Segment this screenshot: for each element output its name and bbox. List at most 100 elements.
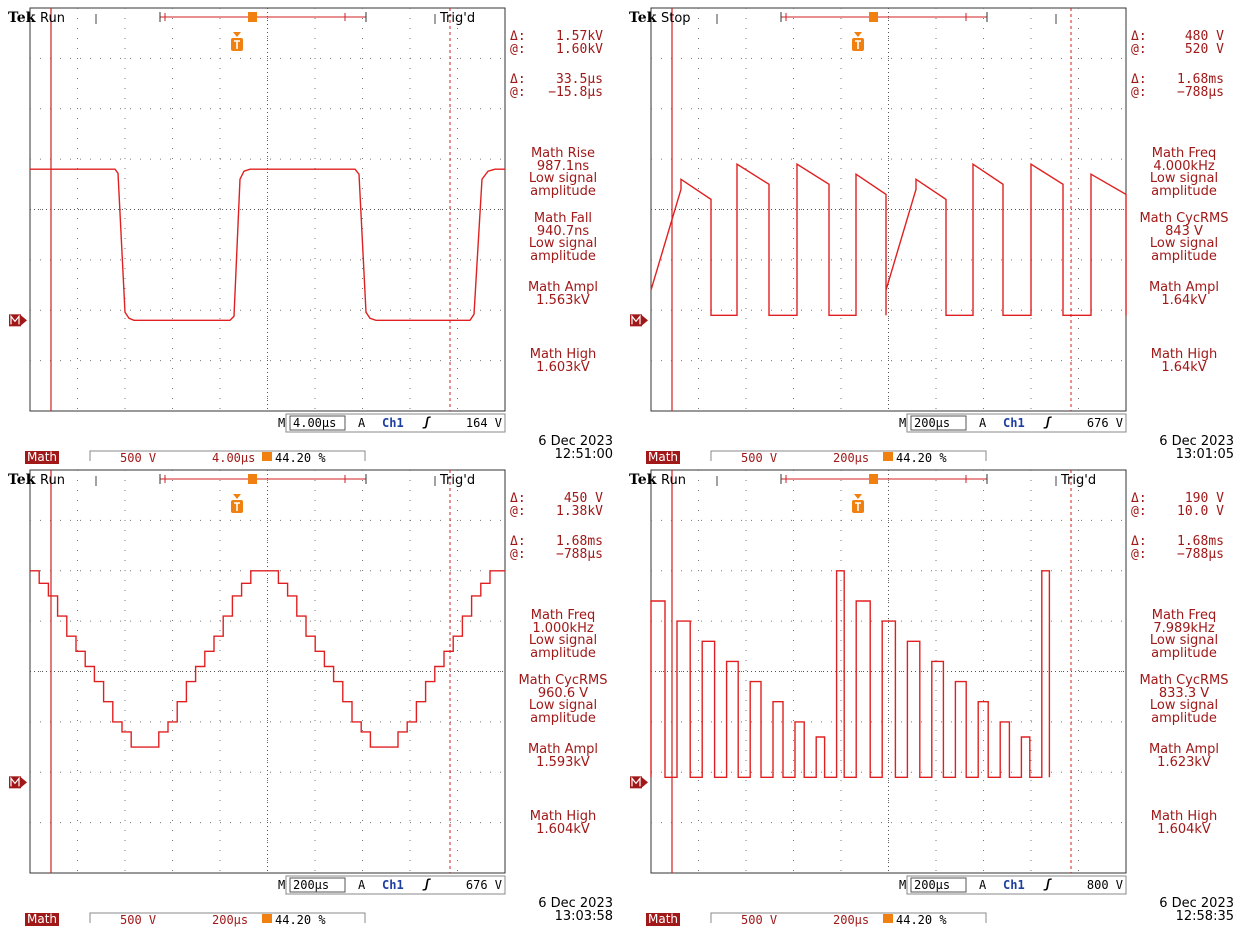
measurement-note1: Low signal: [528, 698, 598, 713]
measurement-head: Math Ampl: [527, 742, 599, 757]
math-horizontal-scale: 200µs: [833, 451, 870, 465]
trigger-marker-icon[interactable]: [231, 494, 243, 513]
trigger-source: Ch1: [1003, 878, 1025, 892]
time: 13:01:05: [1175, 447, 1234, 462]
measurement-note2: amplitude: [530, 710, 596, 726]
cursor-2-delta: 1.68ms: [556, 534, 603, 549]
cursor-1-at: 10.0 V: [1177, 504, 1224, 519]
math-channel-badge[interactable]: Math: [25, 450, 60, 464]
cursor-1-delta-label: Δ:: [510, 29, 526, 44]
measurement-0: Math Rise 987.1ns Low signal amplitude: [505, 147, 621, 198]
trigger-a-label: A: [358, 878, 366, 892]
trigger-position-icon: [869, 474, 878, 484]
cursor-2-at: −15.8µs: [548, 85, 603, 100]
measurement-value: 1.64kV: [1161, 292, 1207, 308]
timebase-value: 200µs: [293, 878, 330, 892]
math-ground-marker-icon[interactable]: [630, 776, 648, 789]
math-horizontal-scale: 4.00µs: [212, 451, 256, 465]
graticule: [630, 469, 1127, 923]
trigger-marker-icon[interactable]: [231, 32, 243, 51]
cursor-2-delta-label: Δ:: [510, 534, 526, 549]
trigger-marker-icon[interactable]: [852, 32, 864, 51]
measurement-head: Math Ampl: [1148, 280, 1220, 295]
cursor-2-delta: 1.68ms: [1177, 534, 1224, 549]
timebase-value: 200µs: [914, 878, 951, 892]
cursor-1-at-label: @:: [1131, 504, 1147, 519]
cursor-1-at-label: @:: [1131, 42, 1147, 57]
trigger-status: Trig'd: [440, 473, 476, 488]
cursor-2-delta: 33.5µs: [556, 72, 603, 87]
date: 6 Dec 2023: [538, 896, 613, 911]
trigger-position-percent: 44.20 %: [275, 451, 326, 465]
scope-screen-top-right: Tek Stop Δ: 480 V @: 520 V Δ: 1.68ms @: −788µs Mat…: [621, 0, 1242, 465]
math-status-box: [710, 450, 987, 461]
math-channel-badge[interactable]: Math: [25, 912, 60, 926]
brand-logo: Tek: [629, 472, 657, 488]
timebase-status-box: [285, 875, 506, 895]
math-ground-marker-icon[interactable]: [9, 314, 27, 327]
measurement-note2: amplitude: [1151, 645, 1217, 661]
timebase-m-label: M: [899, 878, 907, 892]
measurement-1: Math CycRMS 843 V Low signal amplitude: [1126, 212, 1242, 263]
record-view-bar: [780, 12, 988, 22]
brand-logo: Tek: [8, 10, 36, 26]
record-view-bar: [159, 474, 367, 484]
measurement-note1: Low signal: [1149, 171, 1219, 186]
trigger-position-percent: 44.20 %: [896, 451, 947, 465]
math-vertical-scale: 500 V: [120, 913, 157, 927]
math-vertical-scale: 500 V: [741, 913, 778, 927]
trigger-position-percent: 44.20 %: [275, 913, 326, 927]
cursor-1-delta: 1.57kV: [556, 29, 603, 44]
cursor-2-at: −788µs: [556, 547, 603, 562]
math-ground-marker-icon[interactable]: [9, 776, 27, 789]
measurement-2: Math Ampl 1.64kV: [1126, 280, 1242, 308]
measurement-0: Math Freq 7.989kHz Low signal amplitude: [1126, 609, 1242, 661]
trigger-level: 676 V: [1086, 416, 1123, 430]
brand-logo: Tek: [629, 10, 657, 26]
measurement-3: Math High 1.604kV: [505, 810, 621, 837]
measurement-value: 7.989kHz: [1153, 620, 1215, 636]
math-channel-badge[interactable]: Math: [646, 450, 681, 464]
trigger-position-icon: [248, 474, 257, 484]
math-vertical-scale: 500 V: [120, 451, 157, 465]
trigger-marker-icon[interactable]: [852, 494, 864, 513]
math-channel-badge[interactable]: Math: [646, 912, 681, 926]
measurement-2: Math Ampl 1.623kV: [1126, 742, 1242, 770]
math-horizontal-scale: 200µs: [833, 913, 870, 927]
record-view-bar: [780, 474, 988, 484]
math-waveform-trace: [30, 168, 505, 321]
math-status-box: [89, 912, 366, 923]
trigger-a-label: A: [979, 878, 987, 892]
measurement-1: Math CycRMS 833.3 V Low signal amplitude: [1126, 674, 1242, 725]
timebase-value: 200µs: [914, 416, 951, 430]
measurement-note1: Low signal: [528, 171, 598, 186]
measurement-value: 1.623kV: [1157, 754, 1211, 770]
cursor-2-delta-label: Δ:: [1131, 72, 1147, 87]
math-horizontal-scale: 200µs: [212, 913, 249, 927]
measurement-3: Math High 1.603kV: [505, 348, 621, 374]
measurement-1: Math Fall 940.7ns Low signal amplitude: [505, 212, 621, 263]
math-ground-marker-icon[interactable]: [630, 314, 648, 327]
timebase-status-box: [906, 875, 1127, 895]
measurement-0: Math Freq 4.000kHz Low signal amplitude: [1126, 147, 1242, 198]
time: 12:51:00: [554, 447, 613, 462]
measurement-note1: Low signal: [1149, 633, 1219, 648]
acquisition-state: Run: [40, 473, 65, 488]
trigger-position-percent: 44.20 %: [896, 913, 947, 927]
measurement-value: 833.3 V: [1158, 685, 1210, 701]
trigger-source: Ch1: [1003, 416, 1025, 430]
math-status-box: [710, 912, 987, 923]
measurement-note2: amplitude: [530, 645, 596, 661]
measurement-head: Math CycRMS: [518, 673, 608, 688]
measurement-value: 960.6 V: [537, 685, 589, 701]
graticule: [9, 469, 506, 923]
trigger-source: Ch1: [382, 416, 404, 430]
measurement-head: Math Ampl: [1148, 742, 1220, 757]
time: 12:58:35: [1175, 909, 1234, 924]
cursor-2-at: −788µs: [1177, 85, 1224, 100]
measurement-value: 1.604kV: [536, 821, 590, 837]
measurement-value: 987.1ns: [536, 158, 590, 174]
math-waveform-trace: [650, 162, 1127, 316]
trigger-level: 800 V: [1086, 878, 1123, 892]
measurement-0: Math Freq 1.000kHz Low signal amplitude: [505, 609, 621, 661]
